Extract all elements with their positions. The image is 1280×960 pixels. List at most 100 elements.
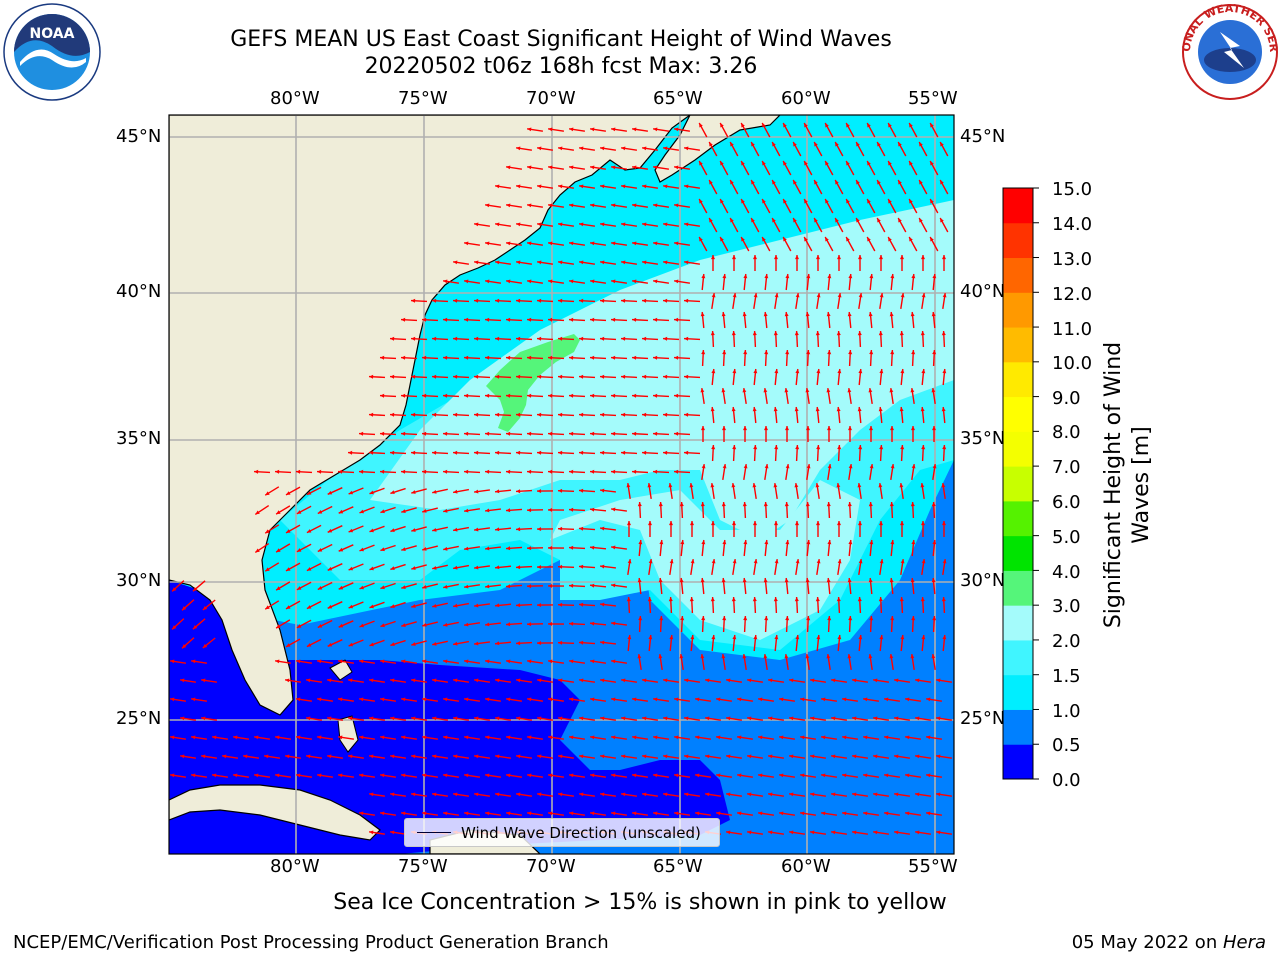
- wave-direction-arrowhead: [380, 623, 385, 628]
- wave-direction-arrowhead: [768, 716, 773, 721]
- lon-label-bottom: 70°W: [526, 856, 576, 877]
- wave-direction-arrowhead: [930, 237, 934, 242]
- wave-direction-arrowhead: [527, 659, 532, 664]
- wave-direction-arrowhead: [495, 374, 500, 379]
- wave-direction-arrowhead: [827, 350, 832, 355]
- wave-direction-arrowhead: [422, 431, 427, 436]
- wave-direction-arrowhead: [900, 293, 905, 298]
- wave-direction-arrowhead: [747, 830, 752, 835]
- wave-direction-arrowhead: [569, 697, 574, 702]
- colorbar-bin: [1003, 188, 1033, 224]
- wave-direction-arrowhead: [890, 540, 895, 545]
- wave-direction-arrowhead: [516, 298, 521, 303]
- wave-direction-arrowhead: [779, 811, 784, 816]
- wave-direction-arrowhead: [806, 350, 811, 355]
- wave-direction-arrowhead: [632, 697, 637, 702]
- wave-direction-arrowhead: [743, 616, 748, 621]
- wave-direction-arrowhead: [699, 123, 703, 128]
- wave-direction-arrowhead: [495, 260, 500, 265]
- wave-direction-arrowhead: [611, 773, 616, 778]
- wave-direction-arrowhead: [527, 165, 532, 170]
- wave-direction-arrowhead: [879, 293, 884, 298]
- wave-direction-arrowhead: [836, 331, 841, 336]
- wave-direction-arrowhead: [443, 279, 448, 284]
- wave-direction-arrowhead: [170, 697, 175, 702]
- wave-direction-arrowhead: [527, 584, 532, 589]
- wave-direction-arrowhead: [711, 635, 716, 640]
- wave-direction-arrowhead: [857, 483, 862, 488]
- wave-direction-arrowhead: [915, 792, 920, 797]
- wave-direction-arrowhead: [600, 792, 605, 797]
- wave-direction-arrowhead: [611, 165, 616, 170]
- wave-direction-arrowhead: [699, 199, 703, 204]
- wave-direction-arrowhead: [774, 635, 779, 640]
- wave-direction-arrowhead: [674, 203, 679, 208]
- map-frame: [168, 114, 955, 855]
- wave-direction-arrowhead: [894, 678, 899, 683]
- wave-direction-arrowhead: [306, 605, 312, 609]
- wave-direction-arrowhead: [684, 184, 689, 189]
- wave-direction-arrowhead: [852, 830, 857, 835]
- wave-direction-arrowhead: [705, 792, 710, 797]
- wave-direction-arrowhead: [621, 754, 626, 759]
- wave-direction-arrowhead: [464, 393, 469, 398]
- wave-direction-arrowhead: [516, 336, 521, 341]
- wave-direction-arrowhead: [537, 336, 542, 341]
- wave-direction-arrowhead: [837, 559, 842, 564]
- wave-direction-arrowhead: [317, 773, 322, 778]
- wave-direction-arrowhead: [743, 350, 748, 355]
- wave-direction-arrowhead: [621, 716, 626, 721]
- wave-direction-arrowhead: [191, 773, 196, 778]
- wave-direction-arrowhead: [202, 644, 208, 648]
- wave-direction-arrowhead: [411, 374, 416, 379]
- wave-direction-arrowhead: [926, 773, 931, 778]
- wave-direction-arrowhead: [359, 547, 364, 552]
- wave-direction-arrowhead: [348, 528, 354, 533]
- wave-direction-arrowhead: [432, 528, 437, 532]
- wave-direction-arrowhead: [815, 407, 820, 412]
- wave-direction-arrowhead: [742, 388, 747, 393]
- wave-direction-arrowhead: [785, 426, 789, 431]
- wave-direction-arrowhead: [768, 830, 773, 835]
- wave-direction-arrowhead: [653, 317, 658, 322]
- wave-direction-arrowhead: [910, 578, 915, 583]
- wave-direction-arrowhead: [684, 716, 689, 721]
- wave-direction-arrowhead: [785, 616, 790, 621]
- wave-direction-arrowhead: [879, 521, 883, 526]
- wave-direction-arrowhead: [626, 597, 631, 602]
- wave-direction-arrowhead: [674, 811, 679, 816]
- wave-direction-arrowhead: [936, 678, 941, 683]
- wave-direction-arrowhead: [359, 509, 364, 514]
- wave-direction-arrowhead: [742, 654, 747, 659]
- wave-direction-arrowhead: [548, 241, 553, 246]
- wave-direction-arrowhead: [852, 678, 857, 683]
- wave-direction-arrowhead: [590, 545, 595, 550]
- wave-direction-arrowhead: [590, 241, 595, 246]
- wave-direction-arrowhead: [789, 716, 794, 721]
- wave-direction-arrowhead: [858, 521, 862, 526]
- wave-direction-arrowhead: [369, 642, 374, 647]
- wave-direction-arrowhead: [265, 491, 270, 496]
- wave-direction-arrowhead: [804, 161, 808, 166]
- wave-direction-arrowhead: [753, 559, 758, 564]
- wave-direction-arrowhead: [926, 735, 931, 740]
- wave-direction-arrowhead: [816, 559, 821, 564]
- wave-direction-arrowhead: [527, 508, 532, 513]
- wave-direction-arrowhead: [569, 393, 574, 398]
- colorbar-bin: [1003, 466, 1033, 502]
- wave-direction-arrowhead: [877, 218, 881, 223]
- lon-label-top: 65°W: [653, 88, 703, 109]
- wave-direction-arrowhead: [170, 773, 175, 778]
- wave-direction-arrowhead: [716, 735, 721, 740]
- wave-direction-arrowhead: [495, 412, 500, 417]
- wave-direction-arrowhead: [846, 123, 850, 128]
- wave-direction-arrowhead: [600, 374, 605, 379]
- wave-direction-arrowhead: [621, 146, 626, 151]
- wave-direction-arrowhead: [516, 222, 521, 227]
- wave-direction-arrowhead: [369, 490, 374, 495]
- wave-direction-arrowhead: [516, 641, 521, 646]
- wave-direction-arrowhead: [495, 489, 500, 494]
- wave-direction-arrowhead: [931, 312, 936, 317]
- wave-direction-arrowhead: [600, 526, 605, 531]
- wave-direction-arrowhead: [516, 374, 521, 379]
